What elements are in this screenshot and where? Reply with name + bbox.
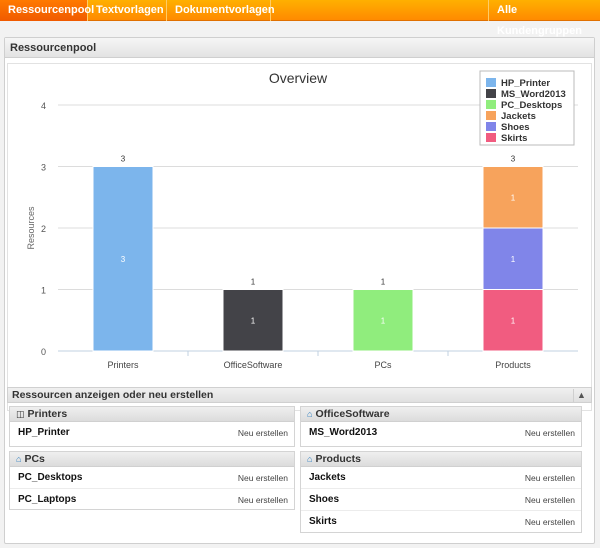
group-pcs-title: PCs: [24, 453, 45, 465]
legend-label: Shoes: [501, 122, 530, 133]
chart-svg: Overview 0 1 2 3 4 Resources 3 3 Printers 1 1 Office…: [26, 70, 578, 370]
bar-data-label: 1: [511, 316, 516, 325]
bar-data-label: 1: [251, 316, 256, 325]
bar-data-label: 1: [381, 316, 386, 325]
legend-swatch: [486, 111, 496, 120]
bar-total-label: 1: [251, 278, 256, 287]
y-axis-label: Resources: [26, 206, 36, 250]
bar-total-label: 3: [511, 155, 516, 164]
y-tick-label: 1: [41, 286, 46, 296]
bar-data-label: 1: [511, 255, 516, 264]
group-pcs: ⌂ PCs PC_Desktops Neu erstellen PC_Laptop…: [9, 451, 295, 510]
ressourcenpool-panel: Ressourcenpool Overview 0 1 2 3 4 Resources 3 3 P…: [4, 37, 595, 544]
create-new-link[interactable]: Neu erstellen: [237, 495, 288, 505]
x-tick-label: OfficeSoftware: [224, 360, 283, 370]
legend-swatch: [486, 78, 496, 87]
tab-alle-kundengruppen[interactable]: Alle Kundengruppen: [488, 0, 600, 37]
create-new-link[interactable]: Neu erstellen: [524, 473, 575, 483]
bar-Shoes: [482, 227, 544, 290]
resource-name: HP_Printer: [18, 427, 70, 438]
resource-name: PC_Desktops: [18, 472, 83, 483]
create-new-link[interactable]: Neu erstellen: [524, 428, 575, 438]
bar-HP_Printer: [92, 166, 154, 352]
legend-swatch: [486, 133, 496, 142]
bar-total-label: 1: [381, 278, 386, 287]
top-navigation: Ressourcenpool Textvorlagen Dokumentvorl…: [0, 0, 600, 37]
chart-title: Overview: [269, 70, 328, 86]
resource-name: Skirts: [309, 516, 337, 527]
bar-total-label: 3: [121, 155, 126, 164]
list-item: MS_Word2013 Neu erstellen: [301, 422, 581, 444]
bar-Jackets: [482, 166, 544, 229]
list-item: PC_Laptops Neu erstellen: [10, 489, 294, 511]
x-tick-label: Products: [495, 360, 531, 370]
x-tick-label: Printers: [107, 360, 139, 370]
home-icon: ⌂: [16, 454, 22, 464]
y-tick-label: 0: [41, 347, 46, 357]
legend-swatch: [486, 100, 496, 109]
list-item: Shoes Neu erstellen: [301, 489, 581, 511]
group-printers-header: ◫ Printers: [10, 407, 294, 422]
section-bar: Ressourcen anzeigen oder neu erstellen ▲: [7, 387, 592, 403]
group-officesoftware-header: ⌂ OfficeSoftware: [301, 407, 581, 422]
tab-textvorlagen[interactable]: Textvorlagen: [88, 0, 167, 21]
panel-title: Ressourcenpool: [5, 38, 594, 58]
group-officesoftware: ⌂ OfficeSoftware MS_Word2013 Neu erstelle…: [300, 406, 582, 447]
group-printers: ◫ Printers HP_Printer Neu erstellen: [9, 406, 295, 447]
y-tick-label: 3: [41, 163, 46, 173]
legend-swatch: [486, 89, 496, 98]
bar-Skirts: [482, 289, 544, 352]
resource-name: Jackets: [309, 472, 346, 483]
y-tick-label: 4: [41, 101, 46, 111]
home-icon: ⌂: [307, 454, 313, 464]
x-tick-label: PCs: [374, 360, 392, 370]
list-item: HP_Printer Neu erstellen: [10, 422, 294, 444]
overview-chart: Overview 0 1 2 3 4 Resources 3 3 Printers 1 1 Office…: [7, 63, 592, 411]
group-printers-title: Printers: [27, 408, 68, 420]
group-products-header: ⌂ Products: [301, 452, 581, 467]
section-title: Ressourcen anzeigen oder neu erstellen: [12, 389, 214, 401]
legend-label: HP_Printer: [501, 78, 550, 89]
bar-MS_Word2013: [222, 289, 284, 352]
printer-icon: ◫: [16, 409, 25, 419]
list-item: Skirts Neu erstellen: [301, 511, 581, 533]
create-new-link[interactable]: Neu erstellen: [524, 495, 575, 505]
tab-ressourcenpool[interactable]: Ressourcenpool: [0, 0, 94, 21]
group-officesoftware-title: OfficeSoftware: [315, 408, 390, 420]
create-new-link[interactable]: Neu erstellen: [237, 428, 288, 438]
y-tick-label: 2: [41, 224, 46, 234]
create-new-link[interactable]: Neu erstellen: [237, 473, 288, 483]
bar-data-label: 1: [511, 193, 516, 202]
resource-name: MS_Word2013: [309, 427, 378, 438]
list-item: PC_Desktops Neu erstellen: [10, 467, 294, 489]
group-products-title: Products: [315, 453, 361, 465]
home-icon: ⌂: [307, 409, 313, 419]
legend-label: MS_Word2013: [501, 89, 566, 100]
group-products: ⌂ Products Jackets Neu erstellen Shoes Ne…: [300, 451, 582, 533]
group-pcs-header: ⌂ PCs: [10, 452, 294, 467]
legend-label: Jackets: [501, 111, 536, 122]
create-new-link[interactable]: Neu erstellen: [524, 517, 575, 527]
legend-label: PC_Desktops: [501, 100, 562, 111]
list-item: Jackets Neu erstellen: [301, 467, 581, 489]
tab-dokumentvorlagen[interactable]: Dokumentvorlagen: [167, 0, 275, 21]
legend-label: Skirts: [501, 133, 527, 144]
chevron-up-icon[interactable]: ▲: [573, 389, 589, 402]
resource-name: Shoes: [309, 494, 340, 505]
legend-swatch: [486, 122, 496, 131]
bar-PC_Desktops: [352, 289, 414, 352]
bar-data-label: 3: [121, 255, 126, 264]
resource-name: PC_Laptops: [18, 494, 77, 505]
